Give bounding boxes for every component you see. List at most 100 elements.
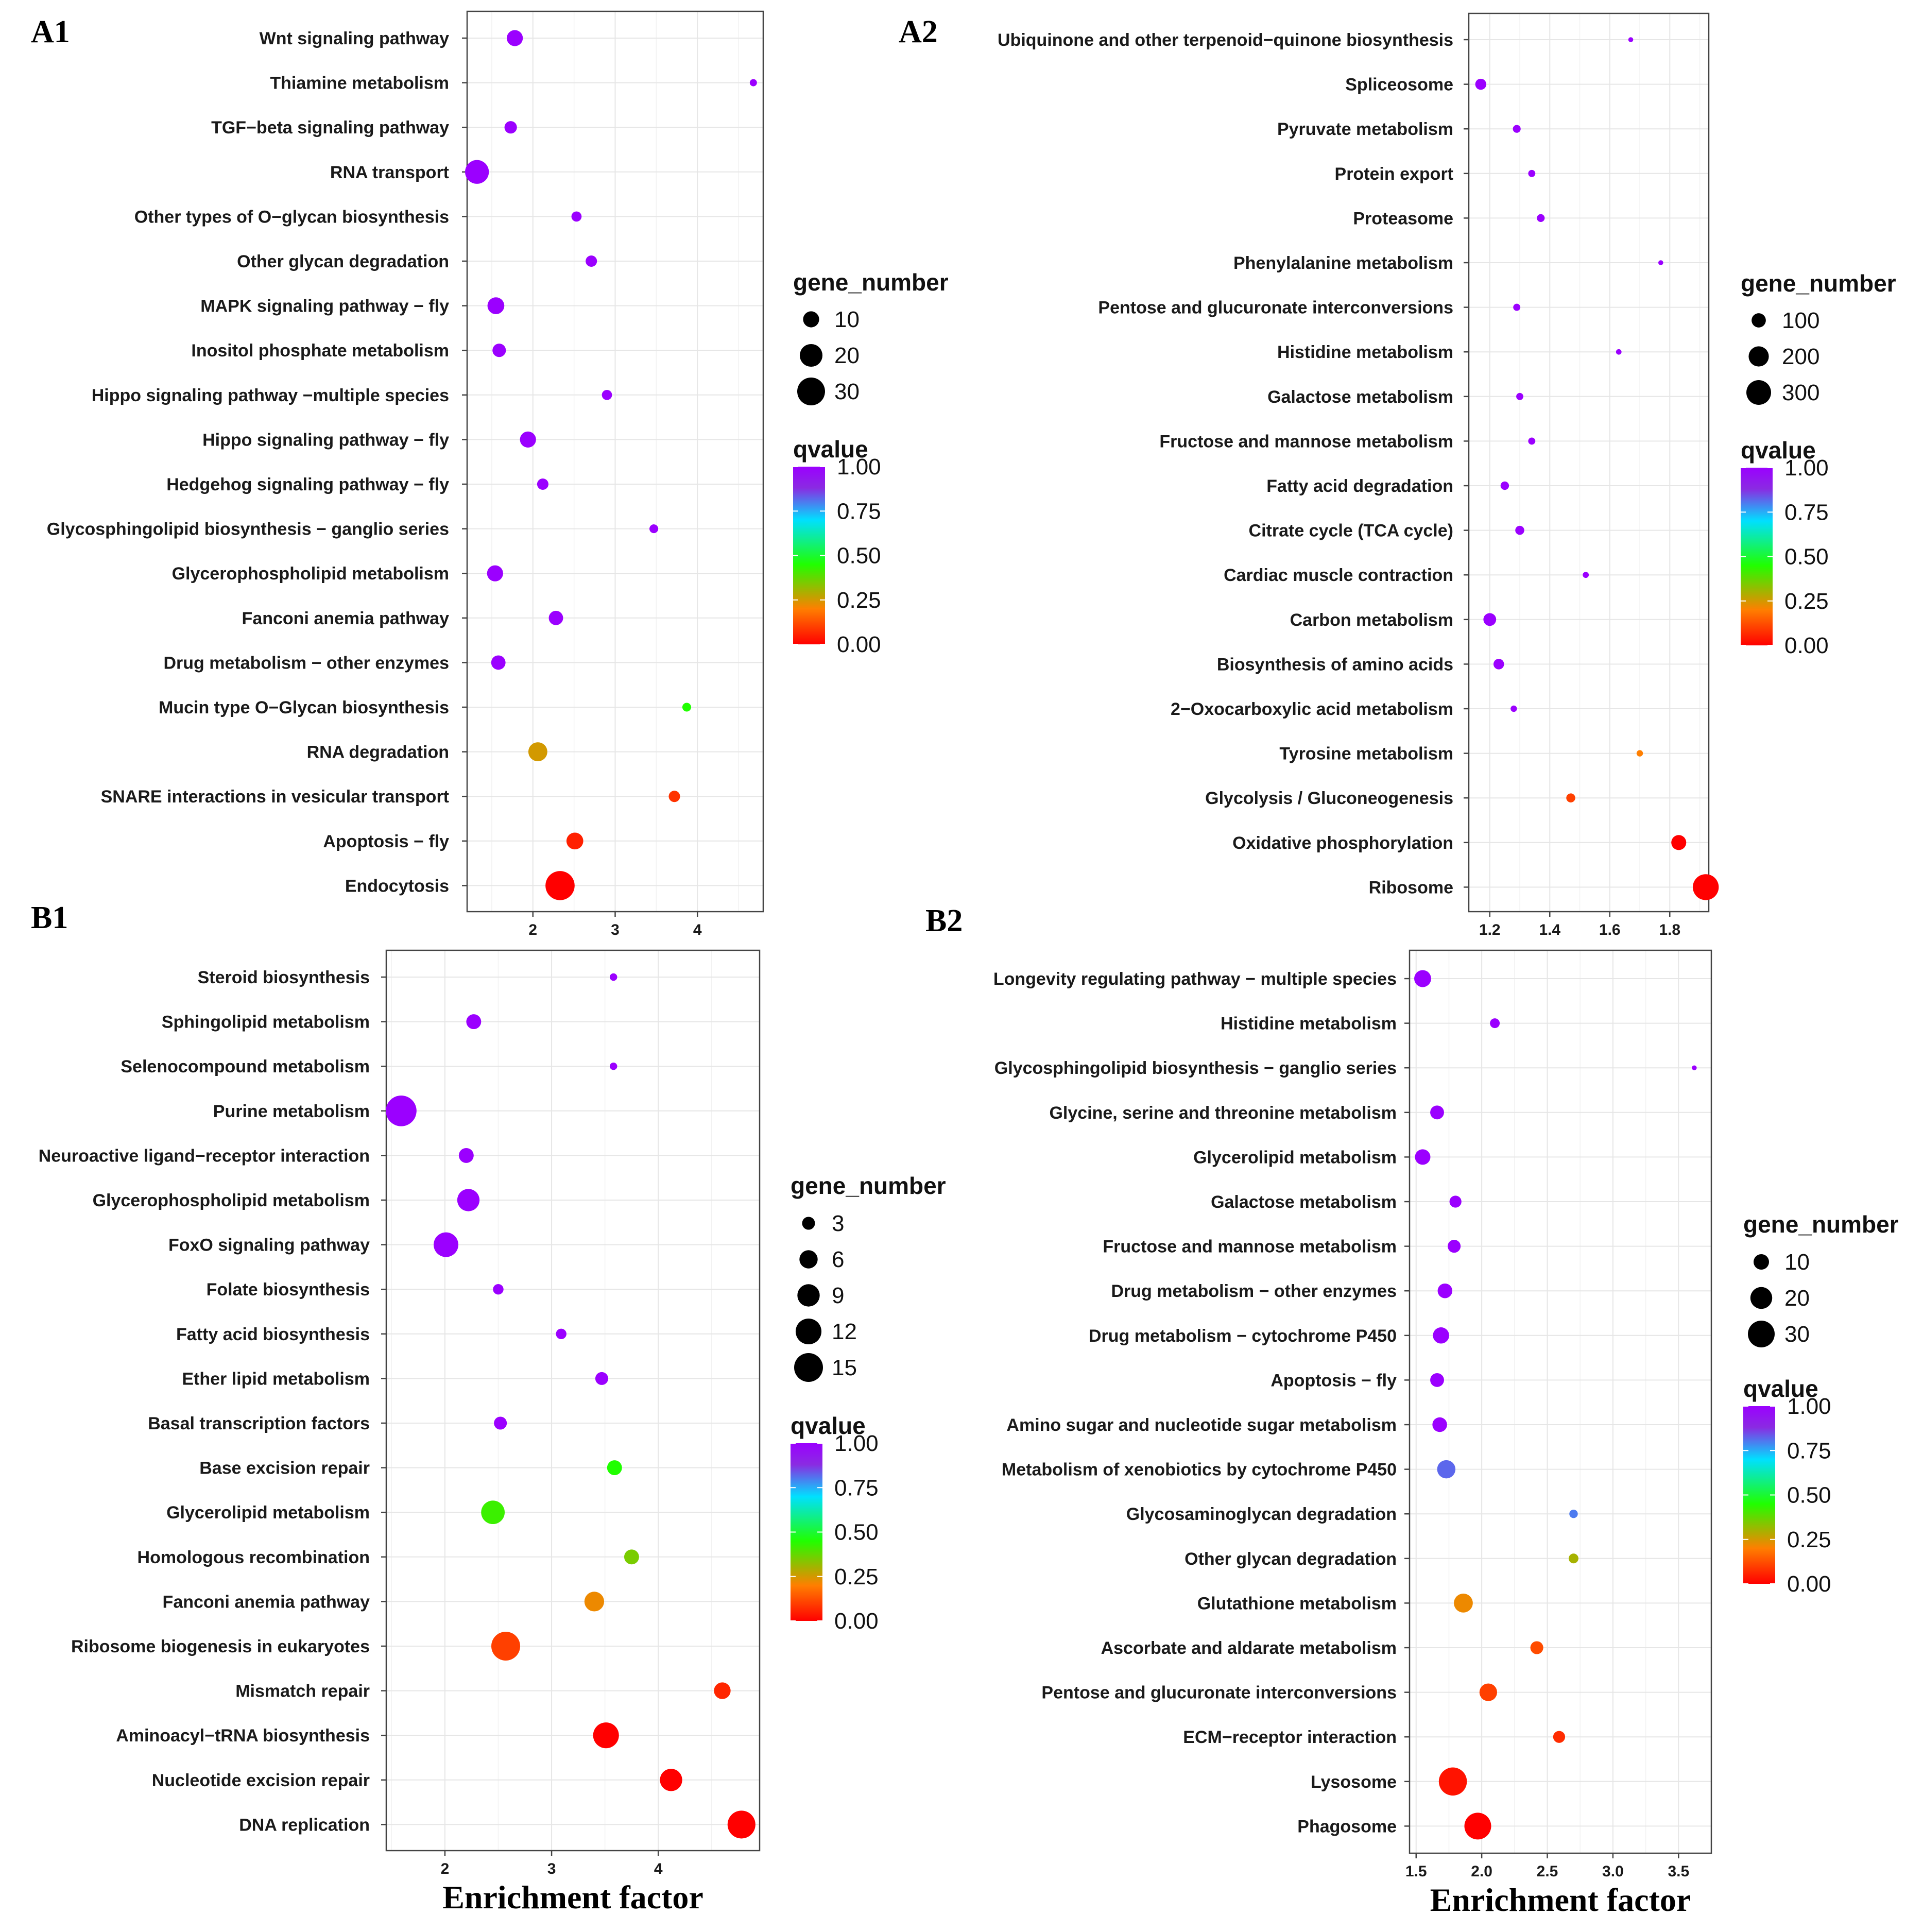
data-point bbox=[1510, 705, 1517, 712]
category-label: 2−Oxocarboxylic acid metabolism bbox=[1171, 699, 1453, 719]
panel-label-B1: B1 bbox=[31, 900, 68, 935]
data-point bbox=[545, 871, 575, 900]
data-point bbox=[584, 1592, 605, 1612]
grid bbox=[1469, 13, 1709, 912]
data-point bbox=[1515, 525, 1524, 535]
colorbar-label: 0.00 bbox=[1784, 633, 1829, 658]
data-point bbox=[1414, 970, 1431, 987]
data-point bbox=[548, 610, 563, 625]
size-legend-dot bbox=[803, 311, 819, 328]
category-label: SNARE interactions in vesicular transpor… bbox=[101, 787, 449, 807]
category-label: Galactose metabolism bbox=[1211, 1192, 1397, 1212]
data-point bbox=[1516, 392, 1523, 400]
category-label: ECM−receptor interaction bbox=[1183, 1728, 1397, 1747]
colorbar-label: 0.25 bbox=[1784, 589, 1829, 614]
category-label: Folate biosynthesis bbox=[207, 1280, 370, 1300]
colorbar-label: 1.00 bbox=[1787, 1394, 1831, 1419]
category-label: Glutathione metabolism bbox=[1197, 1594, 1397, 1613]
data-point bbox=[1553, 1731, 1566, 1743]
x-tick-label: 2.0 bbox=[1471, 1863, 1492, 1880]
category-label: Longevity regulating pathway − multiple … bbox=[993, 969, 1397, 989]
data-point bbox=[1464, 1813, 1491, 1840]
category-label: Ribosome bbox=[1369, 878, 1453, 897]
grid bbox=[467, 11, 763, 912]
data-point bbox=[1490, 1018, 1500, 1029]
x-axis-label: Enrichment factor bbox=[442, 1879, 703, 1916]
data-point bbox=[566, 832, 583, 850]
size-legend-value: 30 bbox=[1784, 1322, 1810, 1347]
data-point bbox=[593, 1722, 619, 1749]
grid bbox=[1410, 950, 1712, 1853]
size-legend-title: gene_number bbox=[791, 1172, 946, 1199]
size-legend-dot bbox=[1746, 380, 1771, 405]
category-label: Metabolism of xenobiotics by cytochrome … bbox=[1002, 1460, 1397, 1480]
data-point bbox=[1628, 37, 1634, 42]
data-point bbox=[1430, 1105, 1444, 1120]
colorbar-label: 0.75 bbox=[837, 499, 881, 524]
category-label: Fructose and mannose metabolism bbox=[1103, 1237, 1397, 1257]
x-tick-label: 3.5 bbox=[1668, 1863, 1689, 1880]
x-tick-label: 4 bbox=[693, 921, 702, 938]
category-label: Fanconi anemia pathway bbox=[242, 609, 450, 628]
category-label: Ascorbate and aldarate metabolism bbox=[1101, 1638, 1397, 1658]
data-point bbox=[1483, 613, 1497, 626]
panel-A2: A2 Ubiquinone and other terpenoid−quinon… bbox=[899, 12, 1896, 938]
size-legend-dot bbox=[799, 344, 823, 367]
x-tick-label: 2.5 bbox=[1537, 1863, 1558, 1880]
category-label: Endocytosis bbox=[345, 876, 449, 896]
category-label: Basal transcription factors bbox=[148, 1414, 370, 1433]
size-legend-dot bbox=[1752, 313, 1766, 328]
data-point bbox=[1513, 303, 1521, 311]
data-point bbox=[624, 1549, 639, 1565]
category-label: Inositol phosphate metabolism bbox=[191, 341, 449, 361]
data-point bbox=[1433, 1327, 1449, 1344]
colorbar-label: 0.25 bbox=[834, 1564, 879, 1589]
data-point bbox=[571, 211, 582, 222]
grid bbox=[386, 950, 760, 1851]
category-label: Citrate cycle (TCA cycle) bbox=[1249, 521, 1453, 541]
colorbar-label: 0.00 bbox=[1787, 1571, 1831, 1597]
data-point bbox=[1671, 835, 1687, 850]
color-legend-title: qvalue bbox=[1743, 1375, 1818, 1402]
colorbar-label: 0.75 bbox=[1787, 1438, 1831, 1463]
color-legend-title: qvalue bbox=[791, 1412, 866, 1439]
data-point bbox=[609, 973, 617, 981]
category-label: Phenylalanine metabolism bbox=[1233, 253, 1453, 273]
size-legend-value: 15 bbox=[832, 1355, 857, 1380]
data-point bbox=[537, 478, 548, 490]
data-point bbox=[458, 1148, 474, 1163]
x-tick-label: 3 bbox=[547, 1860, 556, 1877]
chart-A1: Wnt signaling pathway Thiamine metabolism… bbox=[47, 10, 949, 938]
category-label: Ether lipid metabolism bbox=[182, 1369, 370, 1389]
data-point bbox=[1616, 349, 1622, 355]
colorbar-label: 1.00 bbox=[834, 1431, 879, 1456]
data-point bbox=[714, 1682, 731, 1699]
data-point bbox=[595, 1372, 608, 1385]
data-point bbox=[520, 431, 536, 448]
data-point bbox=[609, 1062, 617, 1070]
category-label: Fatty acid biosynthesis bbox=[176, 1325, 370, 1344]
category-label: Fanconi anemia pathway bbox=[163, 1592, 370, 1612]
data-point bbox=[1568, 1553, 1578, 1564]
category-label: Pentose and glucuronate interconversions bbox=[1041, 1683, 1397, 1703]
category-label: Glycosphingolipid biosynthesis − ganglio… bbox=[47, 520, 449, 539]
points bbox=[1475, 37, 1719, 900]
category-label: Proteasome bbox=[1353, 209, 1453, 228]
panel-label-A1: A1 bbox=[31, 14, 70, 49]
category-label: Histidine metabolism bbox=[1277, 343, 1453, 362]
data-point bbox=[504, 121, 517, 134]
category-label: Ribosome biogenesis in eukaryotes bbox=[71, 1637, 370, 1656]
category-label: Pyruvate metabolism bbox=[1277, 119, 1453, 139]
data-point bbox=[1658, 260, 1663, 265]
qvalue-colorbar bbox=[1743, 1406, 1775, 1584]
category-label: Phagosome bbox=[1297, 1817, 1397, 1836]
x-tick-label: 1.6 bbox=[1599, 921, 1621, 938]
category-label: Protein export bbox=[1335, 164, 1453, 184]
data-point bbox=[1500, 481, 1509, 490]
data-point bbox=[1513, 125, 1521, 133]
points bbox=[386, 973, 756, 1839]
panel-B2: B2 Longevity regulating pathway − multip… bbox=[925, 903, 1899, 1918]
data-point bbox=[466, 1014, 482, 1030]
